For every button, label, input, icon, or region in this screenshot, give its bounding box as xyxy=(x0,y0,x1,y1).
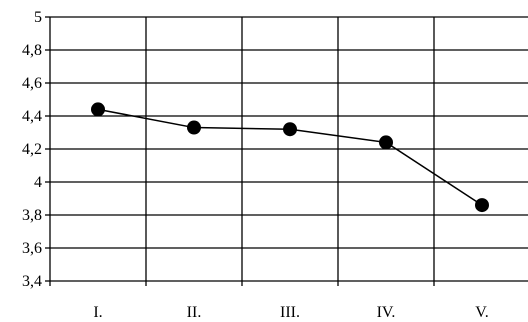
y-tick-label: 4,6 xyxy=(22,75,42,92)
data-point xyxy=(283,122,297,137)
x-tick-label: I. xyxy=(93,304,102,321)
x-tick-label: IV. xyxy=(377,304,396,321)
grid xyxy=(49,16,528,282)
x-tick-label: II. xyxy=(187,304,202,321)
y-tick-label: 3,4 xyxy=(22,273,42,290)
y-tick-label: 3,8 xyxy=(22,207,42,224)
axes xyxy=(45,16,435,286)
x-tick-label: V. xyxy=(475,304,489,321)
x-tick-label: III. xyxy=(280,304,300,321)
y-tick-label: 4,8 xyxy=(22,42,42,59)
data-point xyxy=(379,135,393,150)
series xyxy=(91,102,489,213)
y-tick-label: 5 xyxy=(34,9,42,26)
y-tick-label: 4 xyxy=(34,174,42,191)
data-point xyxy=(91,102,105,117)
y-tick-labels: 3,4 3,6 3,8 4 4,2 4,4 4,6 4,8 5 xyxy=(22,9,42,290)
data-point xyxy=(187,120,201,135)
x-tick-labels: I. II. III. IV. V. xyxy=(93,304,488,321)
y-tick-label: 4,2 xyxy=(22,141,42,158)
y-tick-label: 3,6 xyxy=(22,240,42,257)
y-tick-label: 4,4 xyxy=(22,108,42,125)
data-point xyxy=(475,198,489,213)
